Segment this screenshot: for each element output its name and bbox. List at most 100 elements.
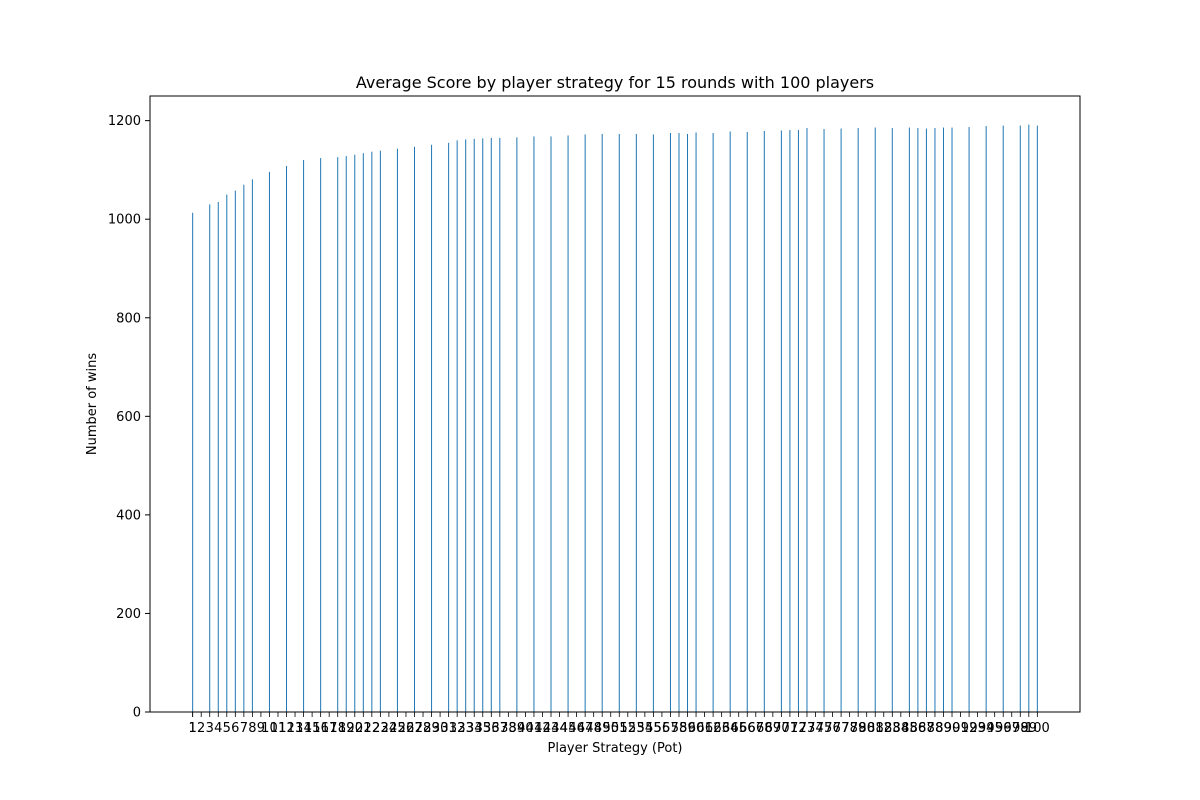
x-tick-label: 23 <box>372 721 389 736</box>
bar-86 <box>917 128 919 712</box>
bar-45 <box>567 135 569 713</box>
x-tick-label: 30 <box>432 721 449 736</box>
y-tick-label: 0 <box>133 706 141 721</box>
x-tick-label: 78 <box>841 721 858 736</box>
bar-20 <box>354 154 356 712</box>
x-tick-label: 86 <box>910 721 927 736</box>
bar-77 <box>840 128 842 712</box>
axes-frame <box>149 95 1081 713</box>
x-tick-label: 6 <box>231 721 239 736</box>
bar-14 <box>303 160 305 712</box>
x-tick-label: 73 <box>799 721 816 736</box>
x-tick-label: 89 <box>935 721 952 736</box>
x-tick-label: 85 <box>901 721 918 736</box>
x-tick-label: 55 <box>645 721 662 736</box>
bar-90 <box>951 127 953 713</box>
bar-12 <box>286 165 288 713</box>
x-tick-label: 3 <box>206 721 214 736</box>
bar-49 <box>601 133 603 712</box>
bar-27 <box>414 146 415 712</box>
bar-98 <box>1019 125 1021 712</box>
bar-5 <box>226 194 228 712</box>
y-tick-label: 400 <box>116 508 141 523</box>
x-tick-label: 50 <box>602 721 619 736</box>
bar-39 <box>516 137 518 712</box>
x-tick-label: 4 <box>214 721 222 736</box>
bar-71 <box>789 130 791 712</box>
x-tick-label: 51 <box>611 721 628 736</box>
y-tick-label: 1000 <box>108 213 141 228</box>
x-tick-label: 8 <box>248 721 256 736</box>
x-tick-label: 60 <box>688 721 705 736</box>
bar-22 <box>371 151 373 712</box>
x-tick-label: 97 <box>1003 721 1020 736</box>
x-tick-label: 12 <box>278 721 295 736</box>
bar-94 <box>985 126 987 712</box>
x-tick-label: 76 <box>824 721 841 736</box>
x-tick-label: 39 <box>509 721 526 736</box>
x-tick-label: 59 <box>679 721 696 736</box>
x-tick-label: 52 <box>620 721 637 736</box>
bar-92 <box>968 127 970 713</box>
bar-87 <box>925 128 927 712</box>
bar-83 <box>891 128 893 712</box>
bar-37 <box>499 137 501 712</box>
bar-64 <box>729 131 731 713</box>
bar-99 <box>1028 124 1030 712</box>
bar-62 <box>712 132 714 712</box>
x-tick-label: 1 <box>189 721 197 736</box>
bar-21 <box>362 153 364 712</box>
x-tick-label: 92 <box>961 721 978 736</box>
y-axis: 0 200 400 600 800 1000 1200 <box>108 114 150 721</box>
y-tick-label: 1200 <box>108 114 141 129</box>
bar-10 <box>268 171 270 712</box>
x-tick-label: 54 <box>637 721 654 736</box>
bar-57 <box>669 132 671 712</box>
bar-31 <box>448 142 450 712</box>
bar-68 <box>763 130 765 713</box>
x-tick-label: 65 <box>730 721 747 736</box>
bar-96 <box>1002 125 1004 712</box>
x-tick-label: 32 <box>449 721 466 736</box>
x-tick-label: 18 <box>329 721 346 736</box>
x-tick-label: 84 <box>893 721 910 736</box>
x-tick-label: 66 <box>739 721 756 736</box>
x-tick-label: 11 <box>270 721 287 736</box>
bar-85 <box>908 127 910 713</box>
bar-29 <box>431 144 433 713</box>
x-tick-label: 45 <box>560 721 577 736</box>
x-tick-label: 14 <box>295 721 312 736</box>
x-tick-label: 5 <box>223 721 231 736</box>
x-tick-label: 83 <box>884 721 901 736</box>
x-tick-label: 58 <box>671 721 688 736</box>
bar-43 <box>550 136 552 712</box>
x-tick-label: 33 <box>457 721 474 736</box>
y-tick-label: 800 <box>116 311 141 326</box>
bar-89 <box>942 127 944 713</box>
x-axis-label: Player Strategy (Pot) <box>548 741 683 756</box>
x-tick-label: 38 <box>500 721 517 736</box>
bar-75 <box>823 129 825 712</box>
x-tick-label: 22 <box>364 721 381 736</box>
x-tick-label: 43 <box>543 721 560 736</box>
x-tick-label: 16 <box>312 721 329 736</box>
bar-88 <box>934 128 936 712</box>
x-tick-label: 64 <box>722 721 739 736</box>
bar-25 <box>396 148 398 713</box>
x-tick-label: 95 <box>986 721 1003 736</box>
bar-53 <box>635 133 637 712</box>
x-tick-label: 63 <box>713 721 730 736</box>
x-tick-label: 26 <box>398 721 415 736</box>
x-tick-label: 53 <box>628 721 645 736</box>
x-tick-label: 10 <box>261 721 278 736</box>
x-tick-label: 24 <box>381 721 398 736</box>
x-tick-label: 90 <box>944 721 961 736</box>
x-tick-label: 75 <box>816 721 833 736</box>
x-tick-label: 99 <box>1021 721 1038 736</box>
x-tick-label: 42 <box>534 721 551 736</box>
bar-59 <box>687 133 689 712</box>
x-tick-label: 9 <box>257 721 265 736</box>
x-tick-label: 1 <box>189 721 197 736</box>
bar-60 <box>695 132 697 713</box>
x-tick-label: 96 <box>995 721 1012 736</box>
